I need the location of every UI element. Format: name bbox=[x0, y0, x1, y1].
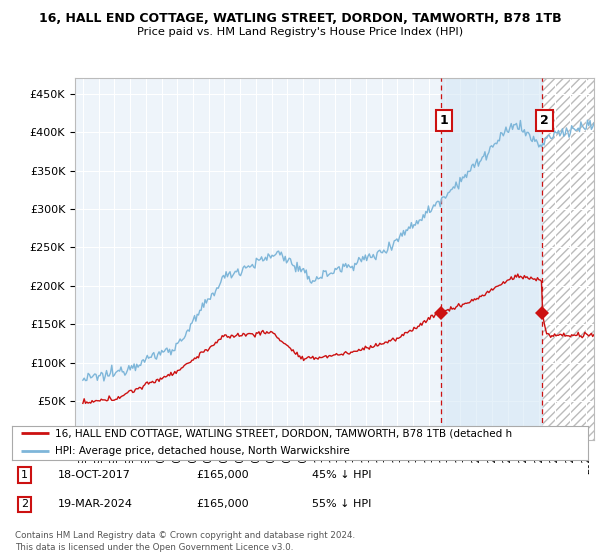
Text: 19-MAR-2024: 19-MAR-2024 bbox=[58, 500, 133, 509]
Bar bbox=[441, 78, 542, 440]
Text: 16, HALL END COTTAGE, WATLING STREET, DORDON, TAMWORTH, B78 1TB: 16, HALL END COTTAGE, WATLING STREET, DO… bbox=[38, 12, 562, 25]
Text: Contains HM Land Registry data © Crown copyright and database right 2024.: Contains HM Land Registry data © Crown c… bbox=[15, 531, 355, 540]
Text: 45% ↓ HPI: 45% ↓ HPI bbox=[311, 470, 371, 480]
Text: HPI: Average price, detached house, North Warwickshire: HPI: Average price, detached house, Nort… bbox=[55, 446, 350, 456]
Text: £165,000: £165,000 bbox=[196, 500, 249, 509]
Text: 18-OCT-2017: 18-OCT-2017 bbox=[58, 470, 131, 480]
Text: 1: 1 bbox=[21, 470, 28, 480]
Text: Price paid vs. HM Land Registry's House Price Index (HPI): Price paid vs. HM Land Registry's House … bbox=[137, 27, 463, 37]
Text: 2: 2 bbox=[540, 114, 549, 127]
Bar bbox=[542, 78, 594, 440]
Text: This data is licensed under the Open Government Licence v3.0.: This data is licensed under the Open Gov… bbox=[15, 543, 293, 552]
Text: 16, HALL END COTTAGE, WATLING STREET, DORDON, TAMWORTH, B78 1TB (detached h: 16, HALL END COTTAGE, WATLING STREET, DO… bbox=[55, 428, 512, 438]
Text: 2: 2 bbox=[21, 500, 28, 509]
Text: £165,000: £165,000 bbox=[196, 470, 249, 480]
Text: 1: 1 bbox=[439, 114, 448, 127]
Bar bbox=[542, 78, 594, 440]
Text: 55% ↓ HPI: 55% ↓ HPI bbox=[311, 500, 371, 509]
